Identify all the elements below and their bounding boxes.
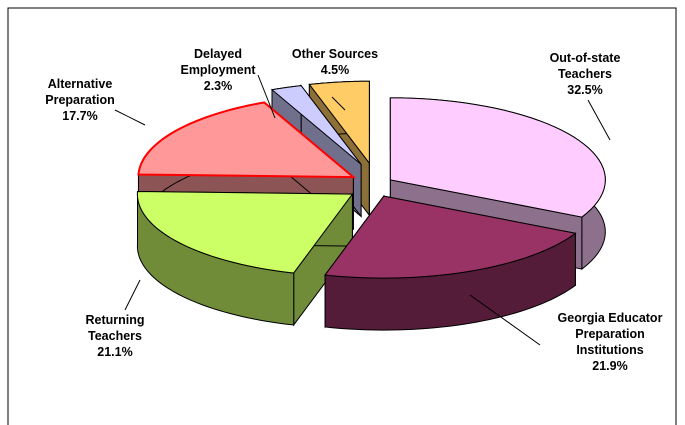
slice-top xyxy=(308,80,370,165)
leader-line xyxy=(469,294,541,346)
slice-label: Georgia Educator Preparation Institution… xyxy=(540,310,680,374)
category-name: Georgia Educator Preparation Institution… xyxy=(557,311,663,357)
leader-line xyxy=(114,109,146,126)
slice-top-group xyxy=(270,85,362,165)
slice-top xyxy=(389,97,606,218)
category-name: Returning Teachers xyxy=(85,313,145,343)
leader-line xyxy=(331,96,346,111)
slice-label: Out-of-state Teachers 32.5% xyxy=(535,50,635,98)
slice-top-group xyxy=(308,80,370,165)
slice-top xyxy=(324,195,577,279)
value-label: 2.3% xyxy=(203,79,233,93)
value-label: 32.5% xyxy=(567,83,603,97)
tops xyxy=(136,80,606,279)
slice-top-group xyxy=(389,97,606,218)
category-name: Out-of-state Teachers xyxy=(549,51,621,81)
slice-top xyxy=(270,85,362,165)
leader-line xyxy=(257,74,276,119)
slice-label: Other Sources 4.5% xyxy=(280,46,390,78)
value-label: 21.9% xyxy=(592,359,628,373)
leader-line xyxy=(124,279,141,311)
slice-label: Returning Teachers 21.1% xyxy=(70,312,160,360)
chart-frame xyxy=(7,7,677,425)
slice-top-group xyxy=(324,195,577,279)
value-label: 4.5% xyxy=(320,63,350,77)
slice-top-group xyxy=(137,101,357,179)
category-name: Alternative Preparation xyxy=(45,77,115,107)
slice-top xyxy=(137,101,357,179)
leader-line xyxy=(587,99,611,141)
value-label: 17.7% xyxy=(62,109,98,123)
value-label: 21.1% xyxy=(97,345,133,359)
slice-top-group xyxy=(136,191,354,274)
category-name: Other Sources xyxy=(291,47,379,61)
category-name: Delayed Employment xyxy=(180,47,256,77)
slice-label: Alternative Preparation 17.7% xyxy=(30,76,130,124)
slice-label: Delayed Employment 2.3% xyxy=(173,46,263,94)
slice-top xyxy=(136,191,354,274)
